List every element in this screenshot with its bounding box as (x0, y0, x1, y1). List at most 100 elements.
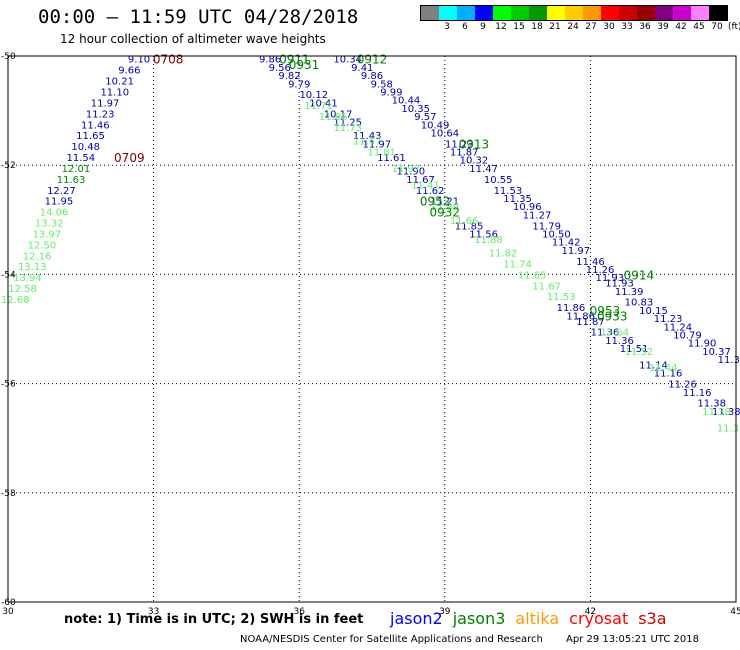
swh-value: 11.24 (663, 322, 692, 333)
swh-value: 11.56 (469, 229, 498, 240)
swh-value: 11.46 (576, 257, 605, 268)
legend-label: 24 (567, 22, 579, 32)
swh-value: 11.65 (518, 270, 547, 281)
swh-value: 11.63 (57, 175, 86, 186)
legend-swatch (439, 6, 457, 20)
legend-swatch (511, 6, 529, 20)
footer-note: note: 1) Time is in UTC; 2) SWH is in fe… (64, 612, 364, 627)
swh-value: 10.49 (421, 120, 450, 131)
swh-value: 9.58 (371, 79, 393, 90)
swh-value: 9.99 (380, 87, 402, 98)
swh-value: 11.57 (353, 137, 382, 148)
satellite-name: s3a (638, 609, 667, 628)
legend-label: 3 (444, 22, 450, 32)
swh-value: 11.46 (81, 120, 110, 131)
swh-value: 9.57 (414, 112, 436, 123)
swh-value: 11.10 (100, 87, 129, 98)
legend-label: 33 (621, 22, 633, 32)
legend-label: 39 (657, 22, 669, 32)
swh-value: 11.54 (66, 153, 95, 164)
legend-label: 30 (603, 22, 615, 32)
legend-swatch (421, 6, 439, 20)
swh-value: 10.64 (430, 128, 459, 139)
swh-value: 11.23 (86, 109, 115, 120)
swh-value: 10.35 (401, 104, 430, 115)
pass-time-label: 0933 (597, 309, 628, 323)
swh-value: 9.66 (118, 66, 140, 77)
swh-value: 11.62 (416, 186, 445, 197)
swh-value: 11.93 (595, 273, 624, 284)
legend-unit: (ft) (728, 22, 740, 32)
swh-value: 11.65 (76, 131, 105, 142)
credit-line: NOAA/NESDIS Center for Satellite Applica… (240, 634, 543, 645)
swh-value: 11.79 (532, 221, 561, 232)
swh-value: 11.38 (702, 407, 731, 418)
legend-label: 18 (531, 22, 543, 32)
swh-value: 12.58 (8, 284, 37, 295)
swh-value: 11.67 (406, 175, 435, 186)
swh-value: 10.55 (484, 175, 513, 186)
swh-value: 9.82 (278, 71, 300, 82)
legend-label: 9 (480, 22, 486, 32)
swh-value: 11.86 (557, 303, 586, 314)
swh-value: 12.01 (62, 164, 91, 175)
pass-time-label: 0952 (420, 195, 451, 209)
legend-swatch (493, 6, 511, 20)
swh-value: 11.35 (503, 194, 532, 205)
swh-value: 11.66 (450, 216, 479, 227)
pass-time-label: 0914 (624, 268, 655, 282)
legend-swatch (619, 6, 637, 20)
satellite-name: altika (515, 609, 560, 628)
swh-value: 12.68 (1, 295, 30, 306)
swh-value: 11.53 (494, 186, 523, 197)
swh-value: 10.50 (542, 229, 571, 240)
swh-value: 11.25 (333, 118, 362, 129)
swh-value: 11.36 (591, 328, 620, 339)
pass-time-label: 0931 (289, 58, 320, 72)
swh-value: 11.86 (566, 311, 595, 322)
swh-value: 11.64 (600, 328, 629, 339)
swh-value: 9.79 (288, 79, 310, 90)
swh-value: 11.85 (455, 221, 484, 232)
pass-time-label: 0912 (357, 53, 388, 67)
swh-value: 12.50 (28, 240, 57, 251)
legend-swatch (601, 6, 619, 20)
legend-swatch (565, 6, 583, 20)
swh-value: 12.16 (23, 251, 52, 262)
legend-label: 45 (693, 22, 705, 32)
legend-labels: 3 6 9 12 15 18 21 24 27 30 33 36 39 42 45 70 (420, 22, 732, 34)
swh-value: 13.13 (18, 262, 47, 273)
swh-value: 13.32 (35, 219, 64, 230)
longitude-tick-label: 42 (585, 607, 596, 617)
legend-swatches (420, 5, 728, 21)
swh-value: 9.10 (128, 55, 150, 66)
swh-value: 9.86 (259, 55, 281, 66)
swh-value: 10.12 (299, 90, 328, 101)
swh-value: 11.61 (377, 153, 406, 164)
legend-label: 36 (639, 22, 651, 32)
pass-time-label: 0913 (459, 137, 490, 151)
swh-value: 11.89 (430, 202, 459, 213)
legend-label: 21 (549, 22, 561, 32)
swh-value: 11.3 (718, 355, 740, 366)
swh-value: 10.32 (460, 156, 489, 167)
swh-value: 9.41 (351, 63, 373, 74)
swh-value: 13.97 (33, 229, 62, 240)
swh-value: 11.88 (474, 235, 503, 246)
page-subtitle: 12 hour collection of altimeter wave hei… (60, 32, 326, 46)
longitude-tick-label: 36 (293, 607, 305, 617)
swh-value: 11.93 (605, 279, 634, 290)
generation-timestamp: Apr 29 13:05:21 UTC 2018 (566, 634, 699, 645)
legend-swatch (547, 6, 565, 20)
swh-value: 11.36 (605, 336, 634, 347)
pass-time-label: 0932 (430, 206, 461, 220)
swh-value: 11.95 (45, 197, 74, 208)
swh-value: 9.56 (269, 63, 291, 74)
swh-value: 11.71 (304, 101, 333, 112)
satellite-legend: jason2 jason3 altika cryosat s3a (390, 609, 677, 628)
page-title: 00:00 – 11:59 UTC 04/28/2018 (38, 6, 359, 28)
swh-value: 10.15 (639, 306, 668, 317)
swh-value: 11.53 (547, 292, 576, 303)
swh-value: 10.44 (392, 96, 421, 107)
